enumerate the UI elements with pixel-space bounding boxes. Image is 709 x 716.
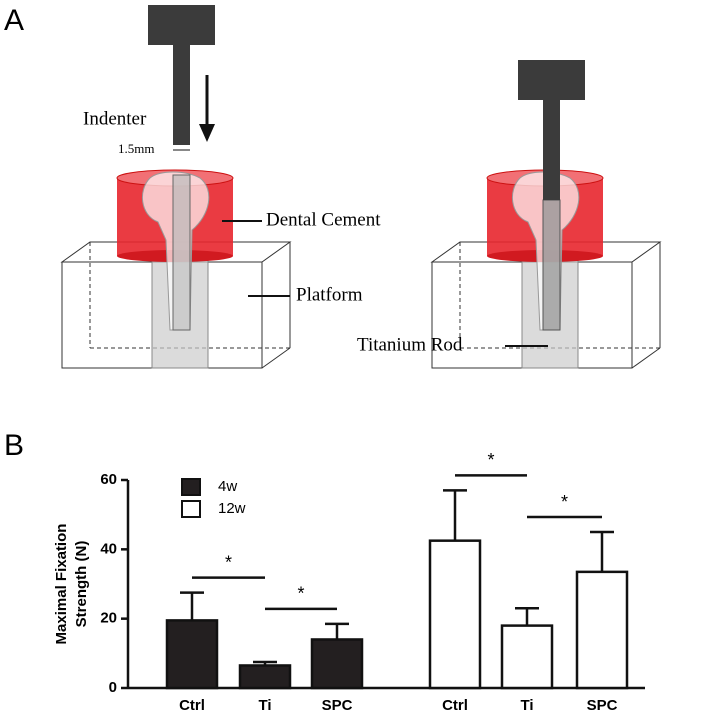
significance-label: *: [297, 584, 304, 604]
significance-label: *: [561, 492, 568, 512]
x-tick-label: SPC: [587, 697, 618, 714]
bar: [238, 664, 292, 690]
significance-label: *: [487, 450, 494, 470]
legend-swatch: [181, 478, 201, 496]
panel-label: B: [4, 429, 24, 462]
x-tick-label: Ctrl: [442, 697, 468, 714]
legend-swatch: [181, 500, 201, 518]
y-axis-title: Strength (N): [73, 541, 90, 628]
y-tick-label: 40: [100, 540, 117, 557]
x-tick-label: Ti: [520, 697, 533, 714]
y-tick-label: 0: [109, 679, 117, 696]
legend-label: 4w: [218, 478, 237, 495]
x-tick-label: SPC: [322, 697, 353, 714]
panel-label: A: [4, 4, 24, 37]
bar: [428, 539, 482, 690]
label-titanium-rod: Titanium Rod: [357, 334, 463, 355]
label-dental-cement: Dental Cement: [266, 209, 381, 230]
y-tick-label: 60: [100, 471, 117, 488]
setup-right: [430, 60, 662, 369]
bar: [310, 638, 364, 690]
legend-label: 12w: [218, 500, 246, 517]
x-tick-label: Ctrl: [179, 697, 205, 714]
significance-label: *: [225, 552, 232, 572]
label-indenter: Indenter: [83, 108, 147, 129]
bar: [165, 619, 219, 690]
y-axis-title: Maximal Fixation: [53, 524, 70, 645]
label-width: 1.5mm: [118, 141, 154, 156]
bar: [500, 624, 554, 690]
setup-left: [60, 5, 292, 369]
y-tick-label: 20: [100, 610, 117, 627]
bar: [575, 570, 629, 690]
x-tick-label: Ti: [258, 697, 271, 714]
label-platform: Platform: [296, 284, 363, 305]
